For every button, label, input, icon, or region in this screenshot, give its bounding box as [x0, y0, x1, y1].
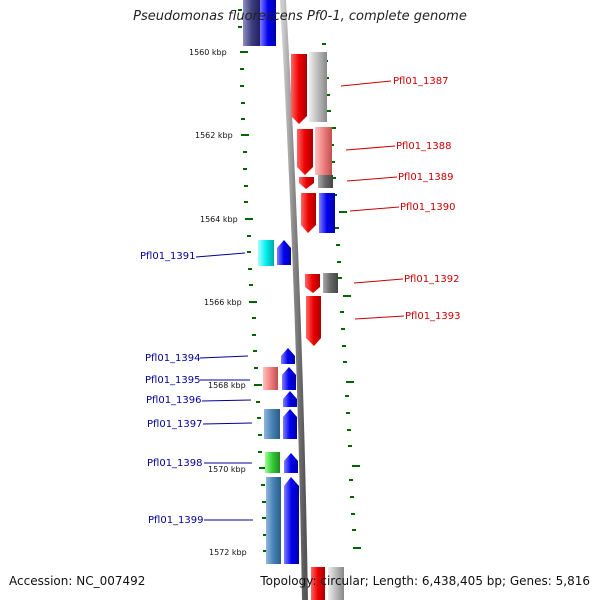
- gene-pfl01-1399-arrow: [284, 477, 299, 564]
- gene-unlabeled-bottom-gray: [328, 567, 344, 600]
- gene-pfl01-1389-arrow: [299, 177, 314, 189]
- map-title: Pseudomonas fluorescens Pf0-1, complete …: [133, 9, 467, 24]
- gene-pfl01-1398-green: [265, 452, 280, 473]
- gene-unlabeled-bottom-red: [311, 567, 325, 600]
- gene-label-pfl01-1389[interactable]: Pfl01_1389: [398, 172, 454, 183]
- genome-backbone: [280, 0, 308, 600]
- reverse-leader-lines: [195, 252, 253, 521]
- gene-label-pfl01-1398[interactable]: Pfl01_1398: [147, 458, 203, 469]
- gene-pfl01-1387-arrow: [291, 54, 307, 124]
- gene-label-pfl01-1395[interactable]: Pfl01_1395: [145, 375, 201, 386]
- gene-pfl01-1394-arrow: [281, 348, 295, 364]
- scale-label-1564: 1564 kbp: [200, 215, 238, 224]
- scale-label-1570: 1570 kbp: [208, 465, 246, 474]
- gene-label-pfl01-1397[interactable]: Pfl01_1397: [147, 419, 203, 430]
- gene-pfl01-1396-arrow: [283, 391, 297, 407]
- accession-text: Accession: NC_007492: [9, 574, 146, 588]
- gene-pfl01-1395-pink: [263, 367, 278, 390]
- gene-pfl01-1395-arrow: [282, 367, 296, 390]
- gene-pfl01-1397-arrow: [283, 409, 297, 439]
- gene-unlabeled-top-navy: [243, 0, 260, 46]
- gene-partner-1390: [319, 193, 335, 233]
- forward-leader-lines: [340, 80, 405, 320]
- scale-label-1560: 1560 kbp: [189, 48, 227, 57]
- gene-pfl01-1391-arrow: [277, 240, 291, 265]
- gene-pfl01-1399-steel: [266, 477, 281, 564]
- scale-label-1568: 1568 kbp: [208, 381, 246, 390]
- gene-label-pfl01-1394[interactable]: Pfl01_1394: [145, 353, 201, 364]
- gene-partner-1389: [318, 175, 333, 188]
- scale-label-1572: 1572 kbp: [209, 548, 247, 557]
- gene-pfl01-1391-cyan: [258, 240, 274, 266]
- gene-label-pfl01-1391[interactable]: Pfl01_1391: [140, 251, 196, 262]
- gene-unlabeled-top-blue: [260, 0, 276, 46]
- gene-pfl01-1388-arrow: [297, 129, 313, 175]
- gene-pfl01-1398-arrow: [284, 453, 298, 473]
- scale-label-1562: 1562 kbp: [195, 131, 233, 140]
- gene-label-pfl01-1396[interactable]: Pfl01_1396: [146, 395, 202, 406]
- gene-pfl01-1397-steel: [264, 409, 280, 439]
- gene-partner-1392: [323, 273, 338, 293]
- gene-label-pfl01-1387[interactable]: Pfl01_1387: [393, 76, 449, 87]
- genome-info-text: Topology: circular; Length: 6,438,405 bp…: [260, 574, 590, 588]
- gene-label-pfl01-1393[interactable]: Pfl01_1393: [405, 311, 461, 322]
- gene-pfl01-1392-arrow: [305, 274, 320, 293]
- gene-partner-1387: [309, 52, 327, 122]
- scale-label-1566: 1566 kbp: [204, 298, 242, 307]
- gene-label-pfl01-1388[interactable]: Pfl01_1388: [396, 141, 452, 152]
- gene-label-pfl01-1392[interactable]: Pfl01_1392: [404, 274, 460, 285]
- gene-pfl01-1393-arrow: [306, 296, 321, 346]
- gene-partner-1388: [315, 127, 332, 175]
- gene-label-pfl01-1399[interactable]: Pfl01_1399: [148, 515, 204, 526]
- gene-label-pfl01-1390[interactable]: Pfl01_1390: [400, 202, 456, 213]
- gene-pfl01-1390-arrow: [301, 193, 316, 233]
- outer-ticks: [322, 43, 361, 549]
